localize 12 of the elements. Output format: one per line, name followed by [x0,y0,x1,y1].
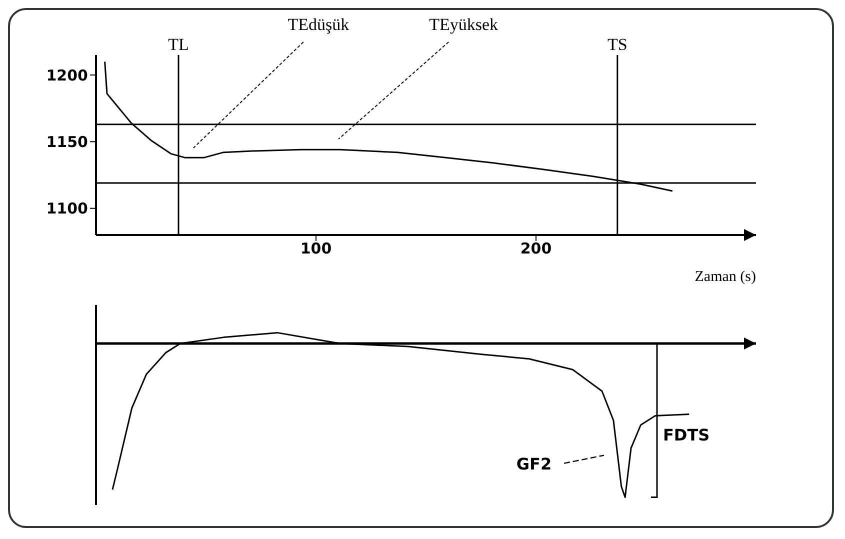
annotation: FDTS [663,425,710,444]
y-tick-label: 1150 [46,132,88,151]
y-tick-label: 1200 [46,66,88,84]
ref-line-label: TS [607,35,628,54]
x-tick-label: 100 [300,240,332,258]
y-tick-label: 1100 [46,200,88,218]
x-axis-title: Zaman (s) [694,269,756,285]
text: TEyüksek [429,15,499,34]
annotation: GF2 [516,454,552,474]
text: TEdüşük [288,15,350,34]
ref-line-label: TL [168,35,189,54]
x-tick-label: 200 [520,240,552,258]
